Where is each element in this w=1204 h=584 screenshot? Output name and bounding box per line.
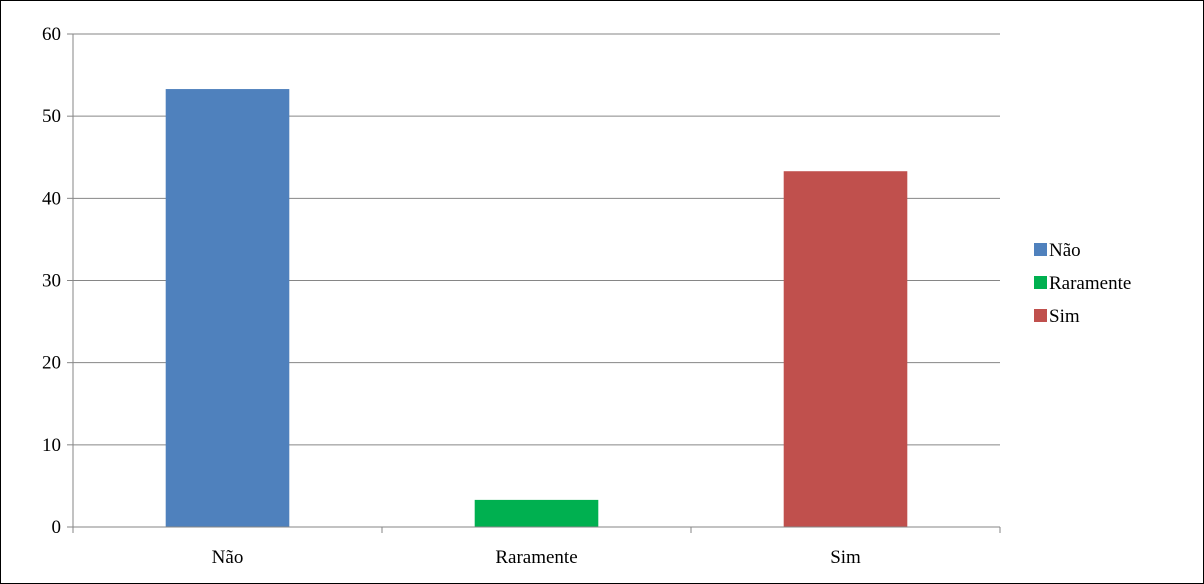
x-tick-label: Sim [830,547,861,568]
legend-label: Sim [1049,306,1080,327]
x-axis-ticks: Não Raramente Sim [72,527,1001,568]
y-tick-label: 0 [52,517,62,538]
y-tick-label: 10 [42,435,61,456]
y-tick-label: 20 [42,353,61,374]
bar-nao [165,89,290,527]
y-tick-label: 50 [42,106,61,127]
legend-swatch [1034,243,1047,256]
bars [165,89,908,528]
legend-swatch [1034,276,1047,289]
legend-label: Não [1049,240,1081,261]
y-axis-ticks: 0 10 20 30 40 50 60 [42,24,73,538]
y-tick-label: 40 [42,188,61,209]
legend: Não Raramente Sim [1034,240,1131,327]
x-tick-label: Não [212,547,244,568]
legend-swatch [1034,309,1047,322]
y-tick-label: 60 [42,24,61,45]
bar-raramente [474,499,599,527]
x-tick-label: Raramente [495,547,577,568]
legend-label: Raramente [1049,273,1131,294]
y-tick-label: 30 [42,271,61,292]
bar-sim [783,171,908,528]
